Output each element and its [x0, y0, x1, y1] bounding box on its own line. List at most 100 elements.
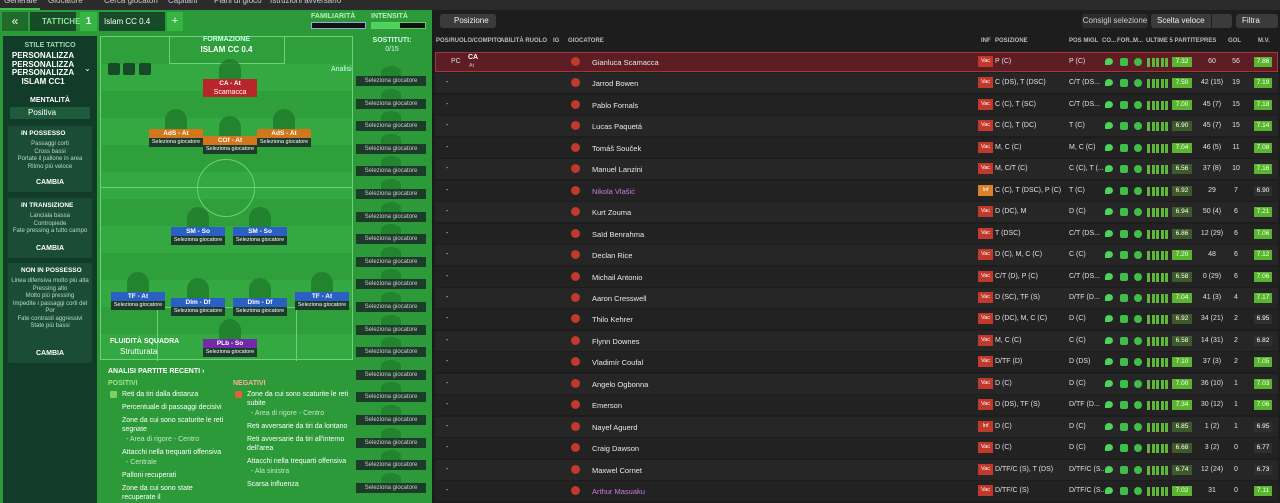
table-row[interactable]: [435, 395, 1278, 416]
player-name[interactable]: Seleziona giocatore: [171, 236, 225, 245]
table-row[interactable]: [435, 287, 1278, 308]
table-row[interactable]: [435, 352, 1278, 373]
player-name[interactable]: Seleziona giocatore: [295, 301, 349, 310]
player-name[interactable]: Saïd Benrahma: [592, 229, 645, 239]
pitch-tool[interactable]: [139, 63, 151, 75]
sub-slot[interactable]: Seleziona giocatore: [356, 369, 426, 380]
table-row[interactable]: [435, 309, 1278, 330]
add-button[interactable]: +: [167, 12, 183, 31]
sub-slot[interactable]: Seleziona giocatore: [356, 76, 426, 86]
sub-slot[interactable]: Seleziona giocatore: [356, 392, 426, 403]
sub-slot[interactable]: Seleziona giocatore: [356, 121, 426, 132]
sub-slot[interactable]: Seleziona giocatore: [356, 279, 426, 290]
column-header[interactable]: ULTIME 5 PARTITE: [1146, 38, 1200, 44]
column-header[interactable]: POSIZIONE: [995, 38, 1028, 44]
player-name[interactable]: Pablo Fornals: [592, 100, 639, 110]
mentality-dropdown[interactable]: Positiva: [10, 107, 90, 119]
table-row[interactable]: [435, 330, 1278, 351]
top-tab[interactable]: Istruzioni avversario: [270, 0, 342, 5]
player-role[interactable]: AdS - At: [149, 129, 203, 138]
sub-slot[interactable]: Seleziona giocatore: [356, 166, 426, 177]
table-row[interactable]: [435, 52, 1278, 72]
column-header[interactable]: GOL: [1228, 38, 1241, 44]
player-role[interactable]: CA - At: [203, 79, 257, 88]
quick-button[interactable]: Scelta veloce: [1151, 14, 1211, 28]
phase-action[interactable]: CAMBIA: [36, 350, 64, 357]
tactic-dropdown[interactable]: Islam CC 0.4: [99, 12, 165, 31]
table-row[interactable]: [435, 137, 1278, 158]
table-row[interactable]: [435, 116, 1278, 137]
table-row[interactable]: [435, 223, 1278, 244]
player-name[interactable]: Emerson: [592, 401, 623, 411]
advice-button[interactable]: Consigli selezione: [1082, 14, 1148, 28]
table-row[interactable]: [435, 202, 1278, 223]
player-name[interactable]: Thilo Kehrer: [592, 315, 633, 325]
player-name[interactable]: Seleziona giocatore: [149, 138, 203, 147]
formation-name[interactable]: ISLAM CC 0.4: [200, 45, 253, 54]
top-tab[interactable]: Generale: [4, 0, 37, 5]
player-name[interactable]: Declan Rice: [592, 251, 633, 261]
player-role[interactable]: COf - At: [203, 136, 257, 145]
filter-button[interactable]: Filtra: [1236, 14, 1278, 28]
player-name[interactable]: Nayef Aguerd: [592, 422, 638, 432]
player-name[interactable]: Tomáš Souček: [592, 143, 642, 153]
player-name[interactable]: Nikola Vlašić: [592, 186, 635, 196]
table-row[interactable]: [435, 94, 1278, 115]
player-name[interactable]: Gianluca Scamacca: [592, 58, 659, 67]
column-header[interactable]: GIOCATORE: [568, 38, 604, 44]
table-row[interactable]: [435, 73, 1278, 94]
player-name[interactable]: Arthur Masuaku: [592, 487, 645, 496]
sub-slot[interactable]: Seleziona giocatore: [356, 256, 426, 267]
table-row[interactable]: [435, 245, 1278, 266]
tactics-tab[interactable]: TATTICHE: [30, 12, 80, 31]
table-row[interactable]: [435, 481, 1278, 501]
phase-action[interactable]: CAMBIA: [36, 245, 64, 252]
quick-dropdown[interactable]: [1212, 14, 1232, 28]
player-role[interactable]: PLb - So: [203, 339, 257, 348]
player-name[interactable]: Maxwel Cornet: [592, 465, 643, 475]
player-name[interactable]: Kurt Zouma: [592, 208, 632, 218]
column-header[interactable]: M...: [1133, 38, 1143, 44]
analysis-heading[interactable]: ANALISI PARTITE RECENTI ›: [108, 368, 205, 375]
player-name[interactable]: Lucas Paquetá: [592, 122, 643, 132]
player-name[interactable]: Seleziona giocatore: [171, 307, 225, 316]
column-header[interactable]: IG: [553, 38, 560, 44]
column-header[interactable]: ABILITÀ RUOLO: [500, 38, 547, 44]
player-name[interactable]: Manuel Lanzini: [592, 165, 643, 175]
player-role[interactable]: SM - So: [171, 227, 225, 236]
player-name[interactable]: Flynn Downes: [592, 336, 640, 346]
player-name[interactable]: Seleziona giocatore: [257, 138, 311, 147]
player-name[interactable]: Seleziona giocatore: [203, 348, 257, 357]
sub-slot[interactable]: Seleziona giocatore: [356, 415, 426, 425]
sub-slot[interactable]: Seleziona giocatore: [356, 324, 426, 335]
player-name[interactable]: Seleziona giocatore: [203, 145, 257, 154]
player-name[interactable]: Angelo Ogbonna: [592, 379, 649, 389]
player-role[interactable]: AdS - At: [257, 129, 311, 138]
column-header[interactable]: CO...: [1102, 38, 1117, 44]
player-name[interactable]: Seleziona giocatore: [111, 301, 165, 310]
pitch-tool[interactable]: [123, 63, 135, 75]
phase-action[interactable]: CAMBIA: [36, 179, 64, 186]
player-name[interactable]: Seleziona giocatore: [233, 236, 287, 245]
sub-slot[interactable]: Seleziona giocatore: [356, 482, 426, 493]
table-row[interactable]: [435, 373, 1278, 394]
position-button[interactable]: Posizione: [440, 14, 496, 28]
player-name[interactable]: Seleziona giocatore: [233, 307, 287, 316]
back-button[interactable]: «: [2, 12, 28, 31]
top-tab[interactable]: Cerca giocatori: [104, 0, 158, 5]
table-row[interactable]: [435, 438, 1278, 459]
column-header[interactable]: M.V.: [1258, 38, 1270, 44]
player-name[interactable]: Craig Dawson: [592, 444, 640, 454]
table-row[interactable]: [435, 180, 1278, 201]
slot-button[interactable]: 1: [80, 12, 97, 31]
sub-slot[interactable]: Seleziona giocatore: [356, 347, 426, 358]
table-row[interactable]: [435, 416, 1278, 437]
sub-slot[interactable]: Seleziona giocatore: [356, 143, 426, 154]
table-row[interactable]: [435, 266, 1278, 287]
table-row[interactable]: [435, 459, 1278, 480]
analysis-toggle[interactable]: Analisi: [331, 66, 352, 73]
column-header[interactable]: PRES: [1200, 38, 1217, 44]
top-tab[interactable]: Piani di gioco: [214, 0, 262, 5]
sub-slot[interactable]: Seleziona giocatore: [356, 211, 426, 222]
column-header[interactable]: FOR...: [1117, 38, 1135, 44]
